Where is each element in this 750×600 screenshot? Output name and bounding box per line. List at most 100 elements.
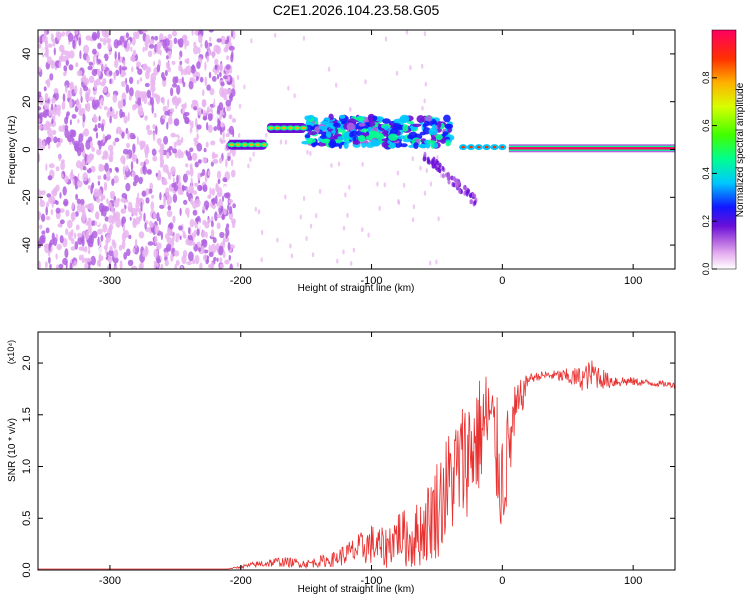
- noise-blob: [39, 224, 43, 230]
- bottom-xtick-label: -300: [99, 575, 121, 587]
- noise-blob: [159, 204, 165, 209]
- noise-blob: [127, 259, 134, 267]
- noise-blob: [189, 147, 194, 153]
- noise-blob: [361, 161, 364, 167]
- noise-blob: [120, 99, 124, 109]
- noise-blob: [41, 35, 48, 43]
- noise-blob: [47, 175, 53, 181]
- noise-blob: [252, 151, 255, 157]
- noise-blob: [142, 46, 145, 53]
- noise-blob: [132, 31, 139, 37]
- noise-blob: [173, 118, 180, 127]
- noise-blob: [150, 221, 154, 228]
- noise-blob: [169, 112, 172, 119]
- scintillation-blob: [319, 135, 329, 139]
- noise-blob: [200, 230, 206, 238]
- noise-blob: [202, 116, 208, 121]
- noise-blob: [55, 253, 58, 260]
- noise-blob: [181, 35, 188, 41]
- noise-blob: [125, 32, 129, 39]
- noise-blob: [132, 217, 136, 225]
- noise-blob: [62, 257, 68, 266]
- noise-blob: [205, 141, 209, 148]
- noise-blob: [190, 177, 193, 186]
- noise-blob: [274, 32, 277, 38]
- noise-blob: [147, 50, 153, 58]
- scintillation-blob: [424, 120, 430, 127]
- noise-blob: [249, 157, 252, 163]
- noise-blob: [86, 165, 89, 170]
- noise-blob: [137, 97, 142, 106]
- noise-blob: [131, 152, 136, 162]
- tail-blob: [455, 183, 459, 189]
- noise-blob: [205, 204, 208, 211]
- tail-blob: [450, 175, 454, 181]
- noise-blob: [91, 31, 98, 41]
- noise-blob: [191, 99, 198, 105]
- noise-blob: [204, 76, 208, 87]
- noise-blob: [284, 139, 288, 145]
- noise-blob: [231, 169, 236, 178]
- top-xtick-label: -200: [230, 275, 252, 287]
- noise-blob: [51, 103, 54, 111]
- noise-blob: [51, 129, 57, 136]
- noise-blob: [172, 148, 177, 154]
- noise-blob: [219, 86, 225, 97]
- noise-blob: [202, 184, 208, 192]
- noise-blob: [80, 96, 83, 103]
- noise-blob: [206, 84, 211, 91]
- scintillation-blob: [368, 115, 374, 123]
- scintillation-blob: [426, 140, 437, 144]
- noise-blob: [207, 124, 213, 133]
- noise-blob: [46, 78, 51, 88]
- tail-blob: [458, 188, 462, 194]
- noise-blob: [166, 169, 170, 175]
- noise-blob: [92, 55, 96, 66]
- noise-blob: [421, 63, 424, 69]
- noise-blob: [113, 265, 118, 269]
- noise-blob: [229, 263, 233, 269]
- noise-blob: [112, 140, 117, 147]
- noise-blob: [216, 257, 219, 262]
- noise-blob: [114, 51, 117, 60]
- noise-blob: [96, 197, 101, 203]
- noise-blob: [69, 262, 73, 269]
- scintillation-blob: [331, 143, 341, 147]
- noise-blob: [69, 119, 72, 126]
- noise-blob: [376, 181, 379, 187]
- noise-blob: [126, 153, 130, 160]
- noise-blob: [83, 44, 90, 54]
- noise-blob: [175, 104, 178, 110]
- noise-blob: [103, 53, 109, 62]
- noise-blob: [97, 58, 101, 65]
- noise-blob: [192, 241, 196, 247]
- noise-blob: [87, 203, 93, 210]
- noise-blob: [337, 161, 341, 167]
- noise-blob: [87, 225, 92, 234]
- noise-blob: [142, 63, 148, 70]
- noise-blob: [309, 223, 313, 229]
- noise-blob: [215, 195, 218, 205]
- noise-blob: [128, 234, 132, 240]
- noise-blob: [74, 145, 80, 152]
- noise-blob: [162, 180, 168, 186]
- noise-blob: [112, 256, 119, 264]
- noise-blob: [142, 165, 145, 172]
- noise-blob: [75, 30, 79, 35]
- noise-blob: [162, 76, 167, 81]
- noise-blob: [210, 243, 217, 254]
- noise-blob: [93, 127, 98, 132]
- noise-blob: [95, 211, 100, 220]
- noise-blob: [38, 139, 43, 149]
- noise-blob: [123, 40, 128, 49]
- noise-blob: [131, 170, 136, 177]
- noise-blob: [383, 182, 386, 188]
- noise-blob: [168, 230, 174, 237]
- tail-blob: [473, 200, 477, 206]
- noise-blob: [378, 205, 381, 211]
- noise-blob: [167, 66, 171, 73]
- noise-blob: [77, 119, 80, 124]
- carrier-segment-1-core: [236, 143, 241, 146]
- noise-blob: [439, 172, 443, 178]
- noise-blob: [73, 260, 77, 267]
